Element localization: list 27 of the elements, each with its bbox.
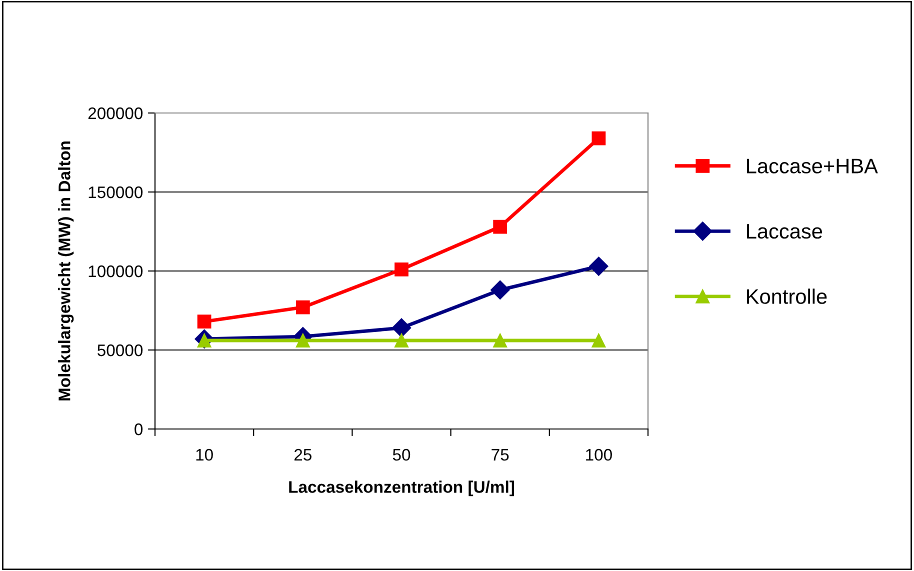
legend-label: Laccase <box>747 224 822 239</box>
point <box>490 280 510 300</box>
point <box>493 220 508 234</box>
point <box>394 334 408 348</box>
x-tick-label: 10 <box>196 448 213 461</box>
x-tick-label: 100 <box>586 448 612 461</box>
point <box>592 131 606 146</box>
x-axis-title: Laccasekonzentration [U/ml] <box>289 480 514 496</box>
point <box>296 334 310 348</box>
legend-label: Kontrolle <box>747 288 827 304</box>
y-tick-label: 200000 <box>88 107 143 120</box>
x-tick-label: 75 <box>492 449 509 461</box>
point <box>592 334 606 348</box>
x-tick-label: 25 <box>294 448 312 461</box>
y-tick-label: 150000 <box>88 186 143 198</box>
point <box>394 262 408 276</box>
y-tick-label: 0 <box>134 423 143 436</box>
point <box>589 256 608 276</box>
y-axis-title: Molekulargewicht (MW) in Dalton <box>58 141 74 400</box>
y-tick-label: 100000 <box>88 265 143 278</box>
y-tick-label: 50000 <box>98 344 143 356</box>
point <box>296 300 310 314</box>
point <box>493 334 508 348</box>
legend-label: Laccase+HBA <box>747 158 878 174</box>
point <box>197 314 212 329</box>
point <box>392 318 412 338</box>
x-tick-label: 50 <box>392 448 410 461</box>
